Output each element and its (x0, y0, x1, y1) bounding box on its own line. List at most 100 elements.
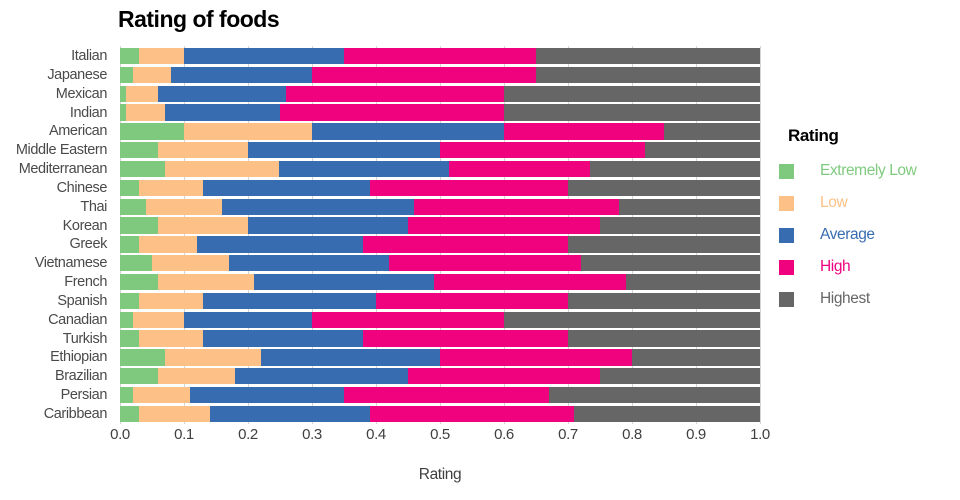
bar-segment (120, 330, 140, 347)
bar-segment (203, 292, 376, 310)
bar-row (120, 66, 760, 84)
legend-swatch-icon (779, 227, 794, 243)
bar-row (120, 217, 760, 234)
legend-title: Rating (788, 126, 839, 145)
x-axis-title: Rating (418, 466, 462, 483)
grid-line (504, 46, 505, 424)
legend-label: High (820, 258, 851, 275)
bar-segment (158, 368, 236, 385)
bar-segment (164, 104, 280, 121)
y-axis-label: Vietnamese (34, 255, 108, 272)
bar-segment (120, 217, 159, 234)
grid-line (184, 46, 185, 424)
y-axis-label: Middle Eastern (15, 142, 108, 159)
bar-segment (126, 85, 159, 102)
bar-segment (184, 123, 312, 140)
bar-segment (311, 66, 536, 84)
bar-segment (247, 142, 440, 159)
bar-segment (599, 217, 760, 234)
bar-segment (222, 198, 415, 215)
bar-segment (664, 123, 760, 140)
bar-segment (311, 311, 504, 328)
y-axis-label: Brazilian (54, 368, 107, 385)
bar-segment (209, 405, 370, 423)
bar-segment (343, 48, 536, 65)
bar-segment (567, 330, 760, 347)
bar-segment (631, 349, 760, 366)
bar-segment (567, 292, 760, 310)
bar-segment (260, 349, 440, 366)
bar-segment (171, 66, 312, 84)
bar-segment (164, 349, 261, 366)
legend: Rating Extremely Low Low Average High Highes… (779, 126, 954, 315)
bar-segment (247, 217, 408, 234)
y-axis-label: Korean (62, 217, 108, 234)
bar-row (120, 160, 761, 178)
bar-row (120, 179, 760, 197)
bar-segment (120, 405, 140, 423)
bar-segment (196, 236, 364, 253)
bar-segment (120, 292, 140, 310)
bar-segment (448, 160, 591, 178)
x-axis-tick: 0.4 (366, 426, 386, 443)
x-axis-tick: 0.5 (430, 426, 450, 443)
legend-label: Low (820, 194, 848, 211)
y-axis-label: Persian (60, 387, 108, 404)
bar-segment (279, 104, 504, 121)
bar-segment (567, 179, 760, 197)
bar-segment (120, 48, 140, 65)
bar-segment (503, 311, 760, 328)
y-axis-label: Turkish (62, 330, 108, 347)
bar-segment (278, 160, 449, 178)
bar-segment (375, 292, 568, 310)
bar-row (120, 368, 760, 385)
bar-segment (139, 236, 197, 253)
x-axis-tick: 0.6 (494, 426, 514, 443)
bar-row (120, 236, 760, 253)
y-axis-label: Japanese (47, 66, 107, 83)
y-axis-label: Caribbean (43, 405, 108, 422)
bar-segment (120, 142, 159, 159)
grid-line (696, 46, 697, 424)
bar-segment (120, 104, 127, 121)
bar-segment (120, 236, 140, 253)
bar-segment (439, 349, 632, 366)
legend-swatch-icon (779, 259, 794, 275)
bar-segment (183, 48, 344, 65)
x-axis-tick: 0.7 (558, 426, 578, 443)
bar-segment (414, 198, 620, 215)
bar-segment (120, 311, 133, 328)
y-axis-label: Mediterranean (18, 161, 108, 178)
bar-segment (363, 236, 568, 253)
bar-segment (625, 273, 760, 291)
bar-segment (139, 330, 204, 347)
bar-segment (504, 123, 664, 140)
bar-segment (203, 330, 364, 347)
legend-swatch-icon (779, 195, 794, 211)
bar-segment (132, 311, 184, 328)
bar-row (120, 142, 760, 159)
legend-item: Extremely Low (779, 155, 954, 187)
bar-segment (343, 386, 549, 404)
bar-segment (145, 198, 223, 215)
bar-row (120, 405, 760, 423)
bar-segment (183, 311, 312, 328)
bar-segment (120, 368, 159, 385)
bar-row (120, 123, 760, 140)
plot-area (120, 46, 761, 424)
bar-segment (120, 85, 127, 102)
bar-segment (235, 368, 408, 385)
bar-segment (158, 142, 248, 159)
bar-segment (120, 198, 146, 215)
chart-title: Rating of foods (118, 6, 280, 32)
grid-line (248, 46, 249, 424)
x-axis-ticks: 0.0 0.1 0.2 0.3 0.4 0.5 0.6 0.7 0.8 0.9 1.0 (110, 426, 770, 444)
bar-row (120, 273, 760, 291)
bar-segment (120, 179, 140, 197)
bar-segment (433, 273, 626, 291)
bar-segment (120, 386, 133, 404)
bar-segment (439, 142, 645, 159)
legend-item: High (779, 251, 954, 283)
bar-row (120, 311, 760, 328)
